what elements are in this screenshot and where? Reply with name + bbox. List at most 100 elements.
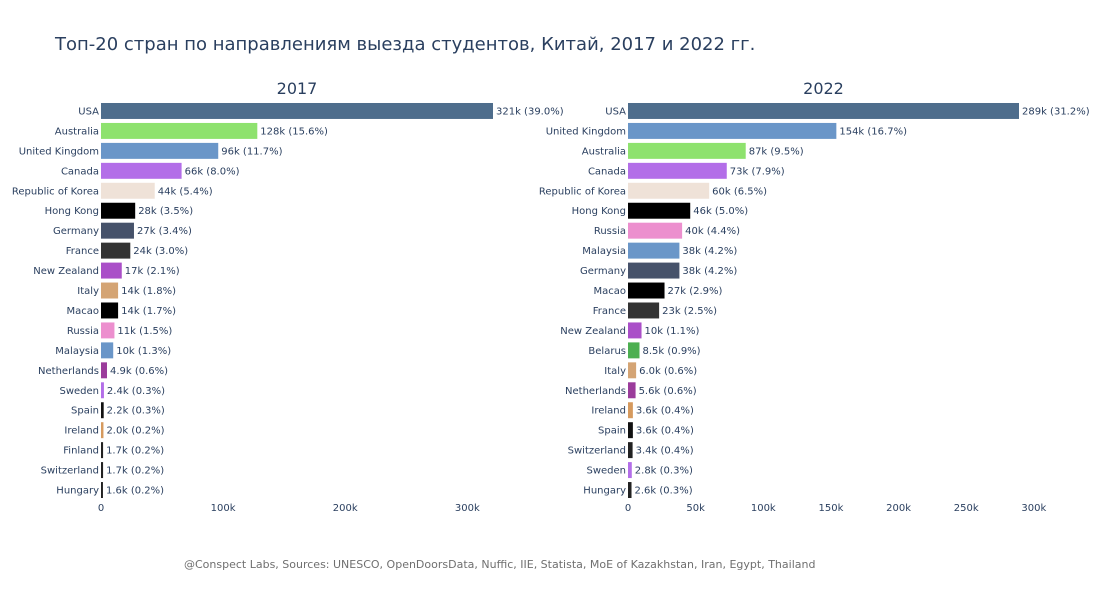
data-label: 96k (11.7%) bbox=[221, 146, 282, 157]
category-label: Switzerland bbox=[41, 466, 99, 477]
bar bbox=[101, 402, 104, 419]
bar bbox=[101, 242, 131, 259]
data-label: 87k (9.5%) bbox=[749, 146, 804, 157]
category-label: Malaysia bbox=[582, 246, 626, 257]
data-label: 2.2k (0.3%) bbox=[107, 406, 165, 417]
category-label: Switzerland bbox=[568, 446, 626, 457]
data-label: 38k (4.2%) bbox=[682, 266, 737, 277]
data-label: 24k (3.0%) bbox=[133, 246, 188, 257]
panel-title: 2022 bbox=[803, 79, 844, 98]
data-label: 321k (39.0%) bbox=[496, 106, 564, 117]
data-label: 46k (5.0%) bbox=[693, 206, 748, 217]
bar bbox=[628, 422, 633, 439]
data-label: 23k (2.5%) bbox=[662, 306, 717, 317]
data-label: 6.0k (0.6%) bbox=[639, 366, 697, 377]
bar bbox=[101, 222, 134, 239]
bar bbox=[628, 122, 837, 139]
data-label: 73k (7.9%) bbox=[730, 166, 785, 177]
chart-panel-1: 2022 USA 289k (31.2%) United Kingdom 154k (1… bbox=[539, 79, 1090, 514]
bar bbox=[628, 442, 633, 459]
bar bbox=[101, 282, 119, 299]
bar bbox=[628, 462, 632, 479]
category-label: Netherlands bbox=[565, 386, 626, 397]
data-label: 2.0k (0.2%) bbox=[106, 426, 164, 437]
bar bbox=[101, 442, 104, 459]
data-label: 40k (4.4%) bbox=[685, 226, 740, 237]
category-label: Malaysia bbox=[55, 346, 99, 357]
data-label: 27k (2.9%) bbox=[668, 286, 723, 297]
x-tick-label: 300k bbox=[1021, 503, 1046, 514]
data-label: 17k (2.1%) bbox=[125, 266, 180, 277]
category-label: Hong Kong bbox=[45, 206, 99, 217]
data-label: 289k (31.2%) bbox=[1022, 106, 1090, 117]
data-label: 2.8k (0.3%) bbox=[635, 466, 693, 477]
data-label: 3.6k (0.4%) bbox=[636, 426, 694, 437]
category-label: Italy bbox=[604, 366, 626, 377]
bar bbox=[628, 282, 665, 299]
x-tick-label: 250k bbox=[954, 503, 979, 514]
bar bbox=[628, 242, 680, 259]
category-label: Ireland bbox=[591, 406, 626, 417]
category-label: Italy bbox=[77, 286, 99, 297]
bar bbox=[101, 362, 107, 379]
data-label: 44k (5.4%) bbox=[158, 186, 213, 197]
data-label: 1.7k (0.2%) bbox=[106, 446, 164, 457]
bar bbox=[628, 102, 1019, 119]
category-label: Russia bbox=[594, 226, 626, 237]
data-label: 8.5k (0.9%) bbox=[643, 346, 701, 357]
category-label: Germany bbox=[580, 266, 626, 277]
category-label: France bbox=[66, 246, 99, 257]
category-label: Republic of Korea bbox=[539, 186, 626, 197]
category-label: United Kingdom bbox=[546, 126, 626, 137]
x-tick-label: 300k bbox=[455, 503, 480, 514]
bar bbox=[628, 362, 637, 379]
category-label: Finland bbox=[63, 446, 99, 457]
x-tick-label: 100k bbox=[751, 503, 776, 514]
category-label: Belarus bbox=[588, 346, 626, 357]
category-label: USA bbox=[78, 106, 99, 117]
bar bbox=[628, 482, 632, 499]
category-label: Hungary bbox=[583, 486, 626, 497]
bar bbox=[101, 382, 104, 399]
x-tick-label: 0 bbox=[98, 503, 104, 514]
bar bbox=[101, 462, 104, 479]
data-label: 2.6k (0.3%) bbox=[635, 486, 693, 497]
bar bbox=[101, 202, 136, 219]
bar bbox=[101, 162, 182, 179]
bar bbox=[101, 322, 115, 339]
x-tick-label: 150k bbox=[818, 503, 843, 514]
bar bbox=[101, 342, 114, 359]
category-label: Spain bbox=[598, 426, 626, 437]
category-label: USA bbox=[605, 106, 626, 117]
source-footer: @Conspect Labs, Sources: UNESCO, OpenDoo… bbox=[184, 558, 816, 571]
data-label: 10k (1.3%) bbox=[116, 346, 171, 357]
data-label: 1.7k (0.2%) bbox=[106, 466, 164, 477]
bar bbox=[628, 382, 636, 399]
bar bbox=[101, 482, 103, 499]
data-label: 4.9k (0.6%) bbox=[110, 366, 168, 377]
data-label: 11k (1.5%) bbox=[117, 326, 172, 337]
category-label: Germany bbox=[53, 226, 99, 237]
bar bbox=[628, 222, 683, 239]
bar bbox=[628, 342, 640, 359]
data-label: 1.6k (0.2%) bbox=[106, 486, 164, 497]
category-label: Netherlands bbox=[38, 366, 99, 377]
category-label: Ireland bbox=[64, 426, 99, 437]
category-label: Republic of Korea bbox=[12, 186, 99, 197]
bar bbox=[628, 262, 680, 279]
chart-panel-0: 2017 USA 321k (39.0%) Australia 128k (15.6%)… bbox=[12, 79, 564, 514]
bar bbox=[101, 262, 122, 279]
data-label: 27k (3.4%) bbox=[137, 226, 192, 237]
category-label: Hungary bbox=[56, 486, 99, 497]
bar bbox=[101, 102, 493, 119]
data-label: 14k (1.8%) bbox=[121, 286, 176, 297]
category-label: Hong Kong bbox=[572, 206, 626, 217]
data-label: 38k (4.2%) bbox=[682, 246, 737, 257]
data-label: 2.4k (0.3%) bbox=[107, 386, 165, 397]
category-label: Australia bbox=[582, 146, 626, 157]
category-label: France bbox=[593, 306, 626, 317]
category-label: Canada bbox=[61, 166, 99, 177]
x-tick-label: 200k bbox=[333, 503, 358, 514]
x-tick-label: 200k bbox=[886, 503, 911, 514]
